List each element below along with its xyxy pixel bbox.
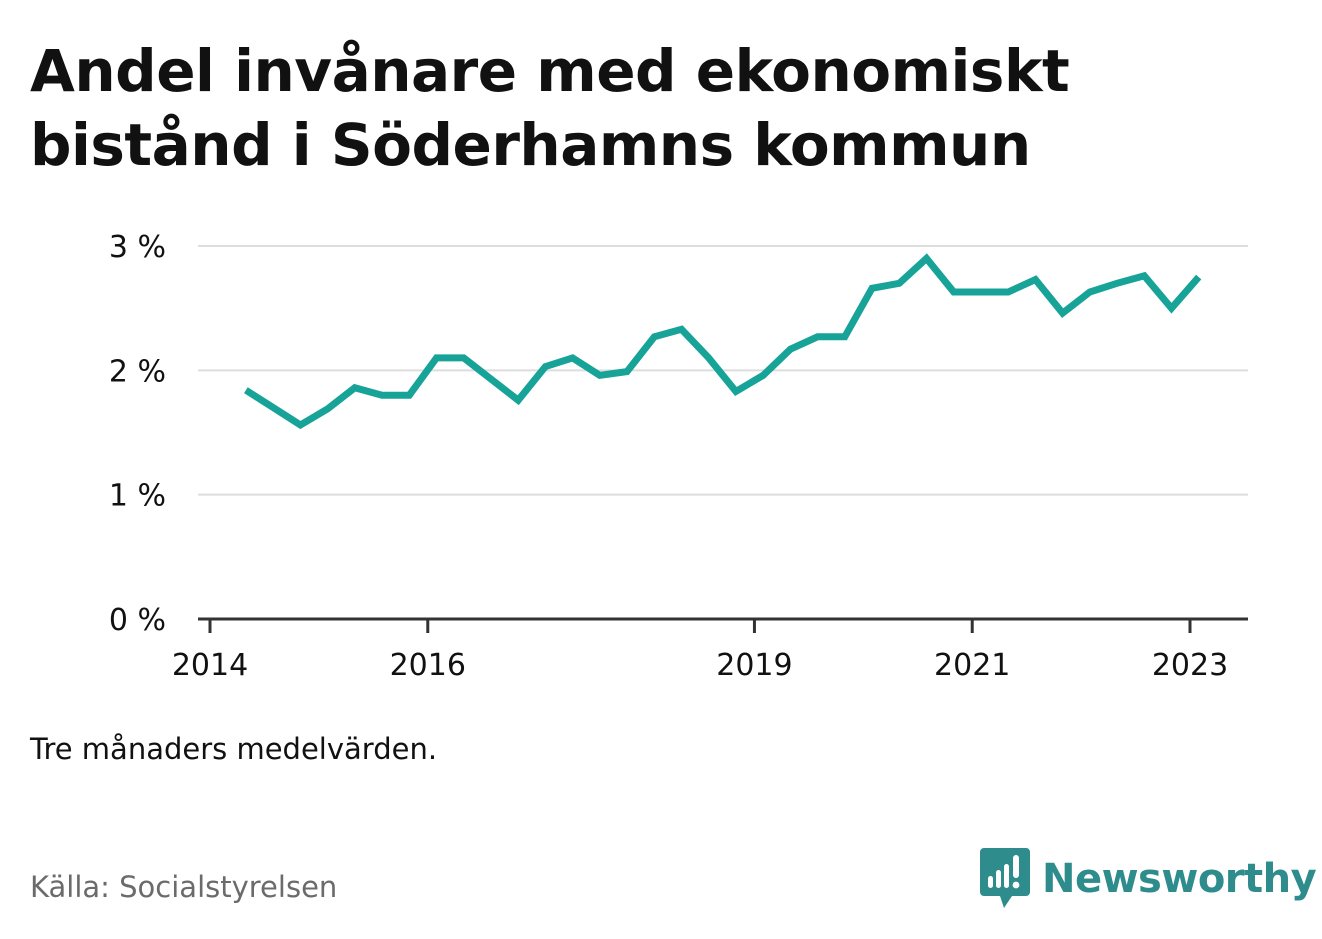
x-tick-label: 2014 — [172, 648, 248, 683]
y-tick-label: 0 % — [109, 603, 166, 638]
source-credit: Källa: Socialstyrelsen — [30, 870, 337, 904]
y-tick-label: 1 % — [109, 479, 166, 514]
x-tick-label: 2016 — [390, 648, 466, 683]
series-line — [246, 258, 1199, 425]
logo-bar-4 — [1013, 855, 1019, 878]
x-tick-label: 2023 — [1152, 648, 1228, 683]
y-axis-labels: 0 % 1 % 2 % 3 % — [109, 230, 166, 638]
logo-bar-1 — [988, 876, 993, 888]
newsworthy-logo: Newsworthy — [980, 848, 1316, 910]
newsworthy-logo-icon — [980, 848, 1030, 910]
logo-text: Newsworthy — [1042, 856, 1316, 902]
logo-bar-2 — [996, 870, 1001, 888]
x-tick-label: 2019 — [716, 648, 792, 683]
line-chart: 0 % 1 % 2 % 3 % 2014 2016 2019 2021 2023 — [0, 0, 1322, 939]
series-layer — [246, 258, 1199, 425]
logo-bar-3 — [1004, 864, 1009, 888]
x-axis: 2014 2016 2019 2021 2023 — [172, 619, 1248, 683]
x-tick-label: 2021 — [934, 648, 1010, 683]
y-tick-label: 3 % — [109, 230, 166, 265]
y-tick-label: 2 % — [109, 354, 166, 389]
logo-dot — [1013, 882, 1020, 889]
chart-note: Tre månaders medelvärden. — [30, 732, 437, 766]
